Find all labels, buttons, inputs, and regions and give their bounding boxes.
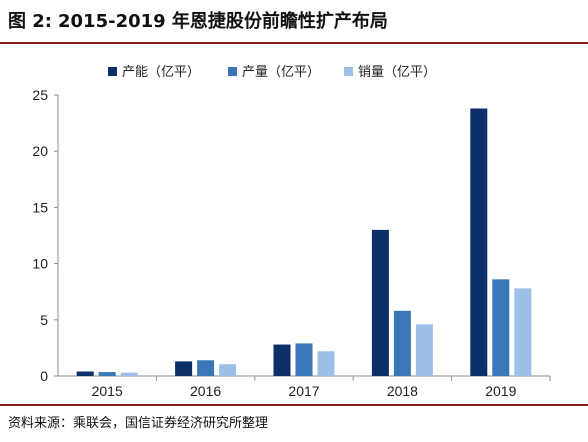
- source-note: 资料来源：乘联会，国信证券经济研究所整理: [0, 404, 588, 442]
- y-tick-label: 25: [32, 87, 48, 103]
- legend-swatch-series-3: [344, 67, 353, 76]
- figure-title: 图 2: 2015-2019 年恩捷股份前瞻性扩产布局: [0, 0, 588, 44]
- x-tick-label: 2018: [387, 383, 418, 399]
- legend-label-series-1: 产能（亿平）: [122, 64, 200, 79]
- legend-swatch-series-1: [108, 67, 117, 76]
- legend-label-series-3: 销量（亿平）: [358, 64, 436, 79]
- source-text: 资料来源：乘联会，国信证券经济研究所整理: [8, 416, 269, 431]
- legend-label-series-2: 产量（亿平）: [242, 64, 320, 79]
- y-tick-label: 0: [40, 368, 48, 384]
- x-tick-label: 2015: [92, 383, 123, 399]
- bar-2017-series-3: [317, 351, 335, 376]
- y-tick-label: 5: [40, 312, 48, 328]
- y-tick-label: 20: [32, 143, 48, 159]
- figure-number: 图 2:: [8, 11, 52, 32]
- x-tick-label: 2017: [288, 383, 319, 399]
- bar-2018-series-3: [415, 324, 433, 376]
- bar-2019-series-2: [492, 279, 510, 376]
- bar-2019-series-3: [514, 288, 532, 376]
- legend-swatch-series-2: [228, 67, 237, 76]
- bar-2015-series-1: [76, 371, 94, 376]
- bar-2018-series-2: [393, 310, 411, 376]
- bar-2017-series-1: [273, 344, 291, 376]
- y-tick-label: 15: [32, 199, 48, 215]
- x-tick-label: 2016: [190, 383, 221, 399]
- bar-2015-series-3: [120, 372, 138, 376]
- figure-title-text: 2015-2019 年恩捷股份前瞻性扩产布局: [58, 11, 388, 32]
- bar-2016-series-1: [175, 361, 193, 376]
- bar-2016-series-2: [197, 360, 215, 376]
- x-tick-label: 2019: [485, 383, 516, 399]
- y-tick-label: 10: [32, 256, 48, 272]
- bar-chart: 0 5 10 15 20 25 2015 2016 2017 2018 2019 产能（亿平） 产量（亿…: [32, 64, 551, 399]
- bar-2015-series-2: [98, 372, 116, 376]
- bar-2019-series-1: [470, 108, 488, 376]
- bar-2016-series-3: [219, 364, 237, 376]
- bar-2017-series-2: [295, 343, 313, 376]
- bar-2018-series-1: [371, 229, 389, 376]
